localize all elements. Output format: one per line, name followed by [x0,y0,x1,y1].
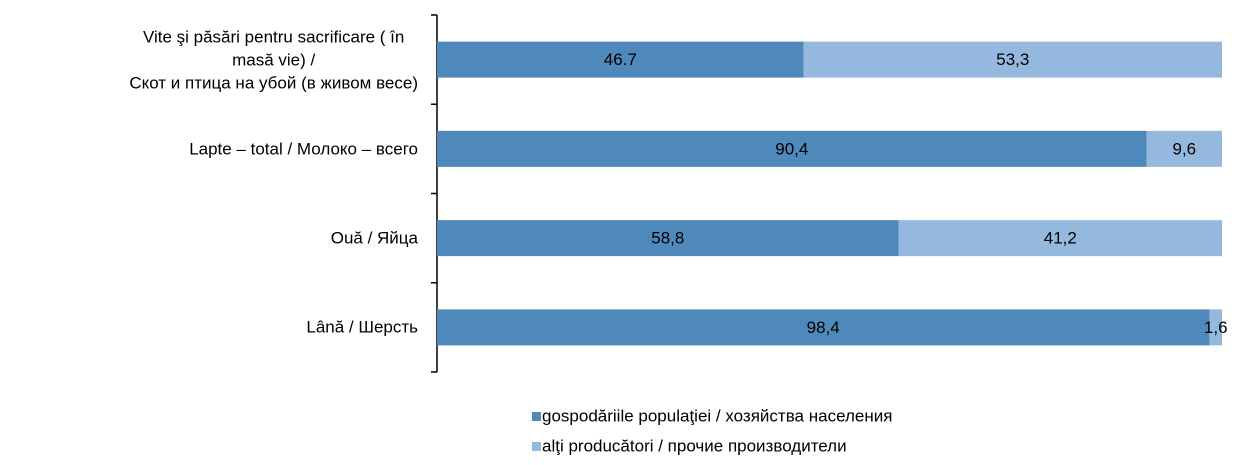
data-label: 46.7 [604,50,637,69]
legend-swatch [532,442,541,451]
bar-segment [437,130,1147,167]
data-label: 1,6 [1204,318,1228,337]
bar-segment [898,220,1222,257]
category-label: Lapte – total / Молоко – всего [189,139,418,159]
data-label: 58,8 [651,229,684,248]
bar-segment [803,41,1222,78]
category-label: Vite şi păsări pentru sacrificare ( în m… [129,27,418,93]
bar-segment [437,309,1210,346]
category-label: Lână / Шерсть [306,317,418,337]
data-label: 53,3 [996,50,1029,69]
data-label: 90,4 [775,139,808,158]
bar-segment [437,41,804,78]
data-label: 9,6 [1172,139,1196,158]
data-label: 41,2 [1044,229,1077,248]
bar-segment [1209,309,1222,346]
legend-label: gospodăriile populaţiei / хозяйства насе… [542,406,892,425]
bar-segment [1146,130,1222,167]
category-label: Ouă / Яйца [330,228,418,248]
legend-swatch [532,412,541,421]
data-label: 98,4 [807,318,840,337]
bar-segment [437,220,899,257]
legend-label: alţi producători / прочие производители [542,436,847,455]
